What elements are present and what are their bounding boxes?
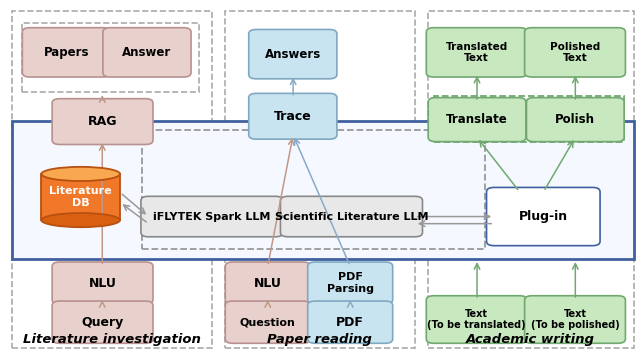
- Bar: [42, 174, 120, 220]
- FancyBboxPatch shape: [103, 28, 191, 77]
- FancyBboxPatch shape: [22, 28, 111, 77]
- FancyBboxPatch shape: [249, 29, 337, 79]
- FancyBboxPatch shape: [52, 301, 153, 343]
- Text: NLU: NLU: [254, 277, 282, 290]
- Text: Paper reading: Paper reading: [268, 333, 372, 346]
- Text: Translate: Translate: [446, 113, 508, 126]
- Text: NLU: NLU: [88, 277, 116, 290]
- Text: Query: Query: [81, 316, 124, 329]
- FancyBboxPatch shape: [225, 301, 310, 343]
- FancyBboxPatch shape: [308, 301, 393, 343]
- FancyBboxPatch shape: [525, 28, 625, 77]
- FancyBboxPatch shape: [486, 187, 600, 246]
- Bar: [142, 130, 484, 248]
- Text: Scientific Literature LLM: Scientific Literature LLM: [275, 212, 428, 222]
- Text: Text
(To be polished): Text (To be polished): [531, 309, 620, 330]
- FancyBboxPatch shape: [280, 196, 422, 237]
- Ellipse shape: [42, 213, 120, 227]
- Bar: [12, 121, 634, 259]
- Text: Polished
Text: Polished Text: [550, 42, 600, 63]
- FancyBboxPatch shape: [52, 99, 153, 144]
- FancyBboxPatch shape: [525, 296, 625, 343]
- FancyBboxPatch shape: [527, 98, 624, 142]
- Text: Papers: Papers: [44, 46, 89, 59]
- Text: Trace: Trace: [274, 110, 312, 123]
- FancyBboxPatch shape: [141, 196, 283, 237]
- Bar: [225, 11, 415, 348]
- Text: Question: Question: [240, 317, 296, 327]
- Text: Literature
DB: Literature DB: [49, 186, 112, 208]
- Text: Answer: Answer: [122, 46, 172, 59]
- Text: Answers: Answers: [265, 48, 321, 61]
- FancyBboxPatch shape: [52, 262, 153, 304]
- Text: Plug-in: Plug-in: [519, 210, 568, 223]
- Text: Literature investigation: Literature investigation: [23, 333, 201, 346]
- Text: Academic writing: Academic writing: [466, 333, 595, 346]
- Bar: [22, 23, 199, 92]
- Text: Polish: Polish: [556, 113, 595, 126]
- FancyBboxPatch shape: [308, 262, 393, 304]
- FancyBboxPatch shape: [426, 28, 527, 77]
- Text: Translated
Text: Translated Text: [445, 42, 508, 63]
- Bar: [434, 96, 624, 142]
- Text: PDF: PDF: [336, 316, 364, 329]
- Bar: [12, 11, 212, 348]
- Text: Text
(To be translated): Text (To be translated): [428, 309, 526, 330]
- FancyBboxPatch shape: [426, 296, 527, 343]
- Text: PDF
Parsing: PDF Parsing: [326, 272, 374, 294]
- Text: iFLYTEK Spark LLM: iFLYTEK Spark LLM: [153, 212, 271, 222]
- Ellipse shape: [42, 167, 120, 181]
- FancyBboxPatch shape: [225, 262, 310, 304]
- FancyBboxPatch shape: [428, 98, 526, 142]
- FancyBboxPatch shape: [249, 93, 337, 139]
- Text: RAG: RAG: [88, 115, 117, 128]
- Bar: [428, 11, 634, 348]
